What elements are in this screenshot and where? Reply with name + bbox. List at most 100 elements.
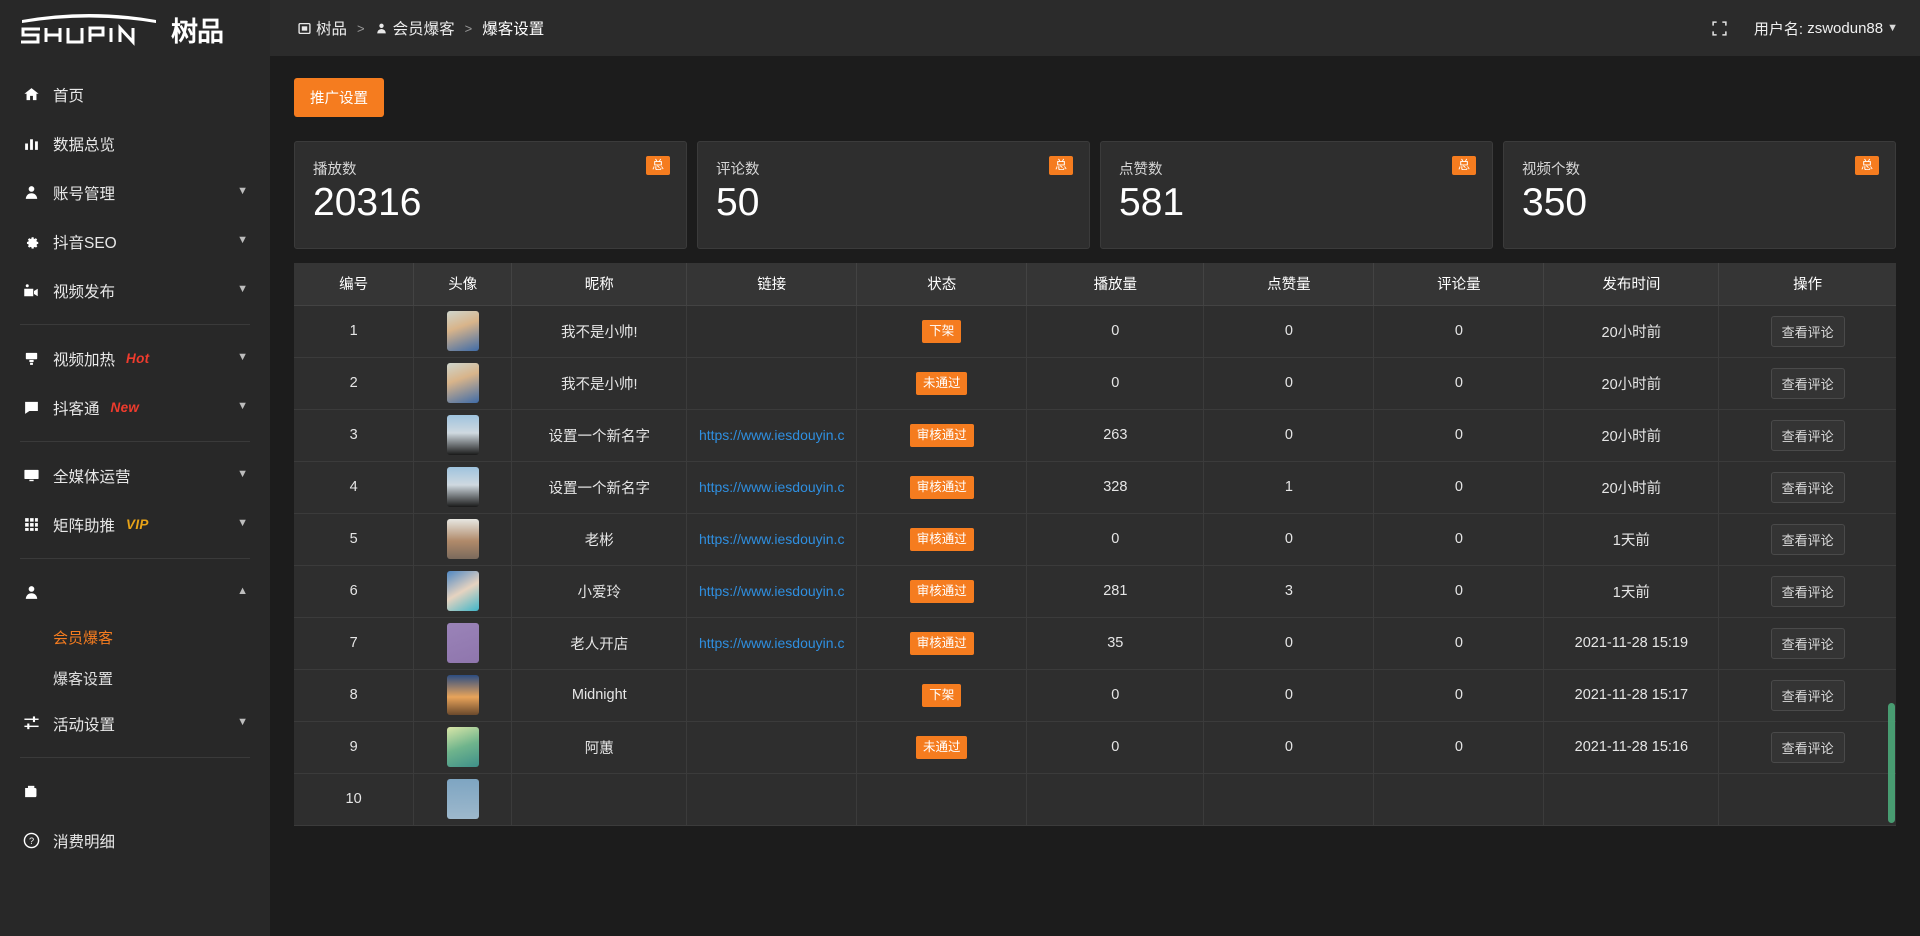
cell-avatar: [413, 305, 513, 358]
status-badge[interactable]: 未通过: [915, 371, 968, 395]
view-comments-button[interactable]: 查看评论: [1770, 627, 1845, 659]
sidebar-item-instructions[interactable]: ? 消费明细: [0, 816, 270, 865]
cell-link[interactable]: https://www.iesdouyin.c: [686, 513, 858, 566]
cell-link[interactable]: https://www.iesdouyin.c: [686, 565, 858, 618]
sidebar-item-video-boost[interactable]: 视频加热 Hot ▼: [0, 334, 270, 383]
cell-action: 查看评论: [1718, 565, 1896, 618]
breadcrumb-label: 会员爆客: [392, 21, 455, 38]
status-badge[interactable]: 审核通过: [909, 423, 974, 447]
video-link[interactable]: https://www.iesdouyin.c: [698, 635, 845, 651]
sidebar-item-member-boost[interactable]: ▲: [0, 568, 270, 617]
video-link[interactable]: https://www.iesdouyin.c: [698, 583, 845, 599]
sidebar-divider: [20, 558, 250, 559]
cell-likes: 3: [1203, 565, 1375, 618]
table-scrollbar[interactable]: [1888, 263, 1895, 903]
cell-link[interactable]: https://www.iesdouyin.c: [686, 409, 858, 462]
sidebar-item-douyin-seo[interactable]: 抖音SEO ▼: [0, 217, 270, 266]
scrollbar-thumb[interactable]: [1888, 703, 1895, 823]
avatar: [446, 363, 479, 403]
breadcrumb-item-root[interactable]: 树品: [298, 17, 347, 39]
promotion-settings-button[interactable]: 推广设置: [294, 78, 384, 117]
sidebar-subitem-activity-settings[interactable]: 爆客设置: [0, 658, 270, 699]
view-comments-button[interactable]: 查看评论: [1770, 731, 1845, 763]
table-row: 2 我不是小帅! 未通过 0 0 0 20小时前 查看评论: [294, 357, 1896, 410]
cell-likes: 0: [1203, 513, 1375, 566]
cell-status: [856, 773, 1028, 826]
cell-comments: 0: [1373, 357, 1545, 410]
cell-id: 6: [294, 565, 415, 618]
cell-plays: 263: [1026, 409, 1205, 462]
cell-id: 1: [294, 305, 415, 358]
chevron-up-icon: ▲: [237, 585, 248, 597]
main-area: 树品 > 会员爆客 > 爆客设置 用户名:: [270, 0, 1920, 936]
cell-nickname: 我不是小帅!: [511, 305, 688, 358]
sidebar-item-douketong[interactable]: 抖客通 New ▼: [0, 383, 270, 432]
cell-avatar: [413, 617, 513, 670]
video-link[interactable]: https://www.iesdouyin.c: [698, 479, 845, 495]
breadcrumb-item-member[interactable]: 会员爆客: [375, 17, 455, 39]
videos-table-wrapper: 编号 头像 昵称 链接 状态 播放量 点赞量 评论量 发布时间 操作 1 我不是小: [294, 263, 1896, 903]
view-comments-button[interactable]: 查看评论: [1770, 315, 1845, 347]
cell-nickname: Midnight: [511, 669, 688, 722]
sidebar-item-home[interactable]: 首页: [0, 70, 270, 119]
cell-comments: [1373, 773, 1545, 826]
user-menu[interactable]: 用户名: zswodun88 ▼: [1754, 18, 1898, 39]
view-comments-button[interactable]: 查看评论: [1770, 575, 1845, 607]
status-badge[interactable]: 审核通过: [909, 475, 974, 499]
grid-icon: [20, 514, 42, 536]
sidebar-item-matrix-boost[interactable]: 矩阵助推 VIP ▼: [0, 500, 270, 549]
cell-action: 查看评论: [1718, 305, 1896, 358]
cell-comments: 0: [1373, 669, 1545, 722]
chevron-down-icon: ▼: [237, 283, 248, 295]
view-comments-button[interactable]: 查看评论: [1770, 471, 1845, 503]
view-comments-button[interactable]: 查看评论: [1770, 523, 1845, 555]
sidebar-item-account-manage[interactable]: 账号管理 ▼: [0, 168, 270, 217]
avatar: [446, 311, 479, 351]
status-badge[interactable]: 审核通过: [909, 527, 974, 551]
stat-label: 播放数: [313, 162, 357, 178]
cell-time: 2021-11-28 15:16: [1543, 721, 1720, 774]
col-header-link: 链接: [686, 263, 858, 306]
sidebar-item-lead-monitor[interactable]: 活动设置 ▼: [0, 699, 270, 748]
brand-logo[interactable]: 树品: [0, 0, 270, 56]
sidebar-item-omnimedia[interactable]: 全媒体运营 ▼: [0, 451, 270, 500]
chevron-down-icon: ▼: [237, 517, 248, 529]
view-comments-button[interactable]: 查看评论: [1770, 419, 1845, 451]
cell-id: 2: [294, 357, 415, 410]
user-icon: [375, 22, 388, 35]
status-badge[interactable]: 下架: [922, 319, 962, 343]
cell-nickname: 阿蕙: [511, 721, 688, 774]
status-badge[interactable]: 审核通过: [909, 631, 974, 655]
cell-avatar: [413, 461, 513, 514]
status-badge[interactable]: 未通过: [915, 735, 968, 759]
fullscreen-icon[interactable]: [1711, 20, 1728, 37]
cell-time: 20小时前: [1543, 357, 1720, 410]
sidebar-item-label: 全媒体运营: [53, 468, 131, 486]
sidebar-subitem-baoke-settings[interactable]: 会员爆客: [0, 617, 270, 658]
video-link[interactable]: https://www.iesdouyin.c: [698, 531, 845, 547]
cell-time: 20小时前: [1543, 461, 1720, 514]
status-badge[interactable]: 审核通过: [909, 579, 974, 603]
table-header-row: 编号 头像 昵称 链接 状态 播放量 点赞量 评论量 发布时间 操作: [294, 263, 1896, 306]
cell-action: 查看评论: [1718, 357, 1896, 410]
chevron-down-icon: ▼: [237, 468, 248, 480]
cell-link[interactable]: https://www.iesdouyin.c: [686, 617, 858, 670]
sidebar-item-consumption-detail[interactable]: [0, 767, 270, 816]
topbar-right: 用户名: zswodun88 ▼: [1711, 18, 1898, 39]
status-badge[interactable]: 下架: [922, 683, 962, 707]
cell-link[interactable]: https://www.iesdouyin.c: [686, 461, 858, 514]
stat-card-comments: 评论数 50 总: [697, 141, 1090, 249]
chevron-down-icon: ▼: [1887, 22, 1898, 34]
sidebar-item-video-publish[interactable]: 视频发布 ▼: [0, 266, 270, 315]
view-comments-button[interactable]: 查看评论: [1770, 679, 1845, 711]
video-link[interactable]: https://www.iesdouyin.c: [698, 427, 845, 443]
sidebar-item-data-overview[interactable]: 数据总览: [0, 119, 270, 168]
cell-comments: 0: [1373, 617, 1545, 670]
cell-avatar: [413, 357, 513, 410]
topbar: 树品 > 会员爆客 > 爆客设置 用户名:: [270, 0, 1920, 56]
view-comments-button[interactable]: 查看评论: [1770, 367, 1845, 399]
table-row: 5 老彬 https://www.iesdouyin.c 审核通过 0 0 0 1天前 查看评论: [294, 513, 1896, 566]
sidebar-item-label: 视频发布: [53, 283, 116, 301]
cell-id: 5: [294, 513, 415, 566]
